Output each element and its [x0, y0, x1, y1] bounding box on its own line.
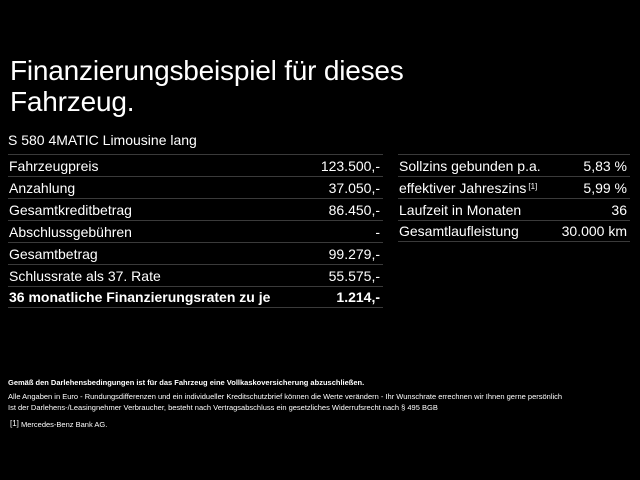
footnote-marker: [1] — [10, 419, 19, 428]
row-value: 36 — [611, 201, 627, 218]
row-label: Gesamtbetrag — [9, 245, 98, 262]
row-label: Anzahlung — [9, 179, 76, 196]
row-value: 55.575,- — [328, 267, 380, 284]
table-row: Fahrzeugpreis 123.500,- — [8, 154, 383, 176]
disclaimer-line-2: Ist der Darlehens-/Leasingnehmer Verbrau… — [8, 403, 438, 412]
row-value: 37.050,- — [328, 179, 380, 196]
page-title: Finanzierungsbeispiel für dieses Fahrzeu… — [10, 55, 404, 117]
footnote: [1] Mercedes-Benz Bank AG. — [8, 419, 618, 430]
table-row: Sollzins gebunden p.a. 5,83 % — [398, 154, 630, 176]
table-row: Gesamtkreditbetrag 86.450,- — [8, 198, 383, 220]
row-value: 99.279,- — [328, 245, 380, 262]
row-label: Abschlussgebühren — [9, 223, 132, 240]
table-row: Laufzeit in Monaten 36 — [398, 198, 630, 220]
table-row: Gesamtbetrag 99.279,- — [8, 242, 383, 264]
row-label: Sollzins gebunden p.a. — [399, 157, 541, 174]
row-label: effektiver Jahreszins — [399, 179, 527, 196]
row-label: Fahrzeugpreis — [9, 157, 99, 174]
table-row: Abschlussgebühren - — [8, 220, 383, 242]
row-label: Schlussrate als 37. Rate — [9, 267, 161, 284]
row-value: 5,99 % — [583, 179, 627, 196]
row-label: Gesamtlaufleistung — [399, 223, 519, 239]
footnote-ref: [1] — [528, 181, 538, 191]
row-value: - — [375, 223, 380, 240]
financing-table-left: Fahrzeugpreis 123.500,- Anzahlung 37.050… — [8, 154, 383, 308]
table-row: effektiver Jahreszins [1] 5,99 % — [398, 176, 630, 198]
row-label: 36 monatliche Finanzierungsraten zu je — [9, 289, 271, 305]
row-value: 5,83 % — [583, 157, 627, 174]
table-row: Gesamtlaufleistung 30.000 km — [398, 220, 630, 242]
row-label: Gesamtkreditbetrag — [9, 201, 132, 218]
disclaimer-line-1: Alle Angaben in Euro - Rundungsdifferenz… — [8, 392, 563, 401]
row-value: 30.000 km — [561, 223, 627, 239]
row-label: Laufzeit in Monaten — [399, 201, 522, 218]
row-value: 123.500,- — [320, 157, 380, 174]
vehicle-model: S 580 4MATIC Limousine lang — [8, 132, 197, 148]
row-value: 86.450,- — [328, 201, 380, 218]
table-row: Anzahlung 37.050,- — [8, 176, 383, 198]
table-row-total: 36 monatliche Finanzierungsraten zu je 1… — [8, 286, 383, 308]
table-row: Schlussrate als 37. Rate 55.575,- — [8, 264, 383, 286]
row-value: 1.214,- — [336, 289, 380, 305]
financing-table-right: Sollzins gebunden p.a. 5,83 % effektiver… — [398, 154, 630, 242]
insurance-notice: Gemäß den Darlehensbedingungen ist für d… — [8, 378, 365, 387]
row-label-with-footnote: effektiver Jahreszins [1] — [399, 179, 537, 197]
footnote-text: Mercedes-Benz Bank AG. — [21, 420, 108, 429]
